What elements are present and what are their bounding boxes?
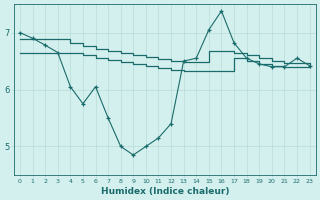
X-axis label: Humidex (Indice chaleur): Humidex (Indice chaleur) xyxy=(100,187,229,196)
